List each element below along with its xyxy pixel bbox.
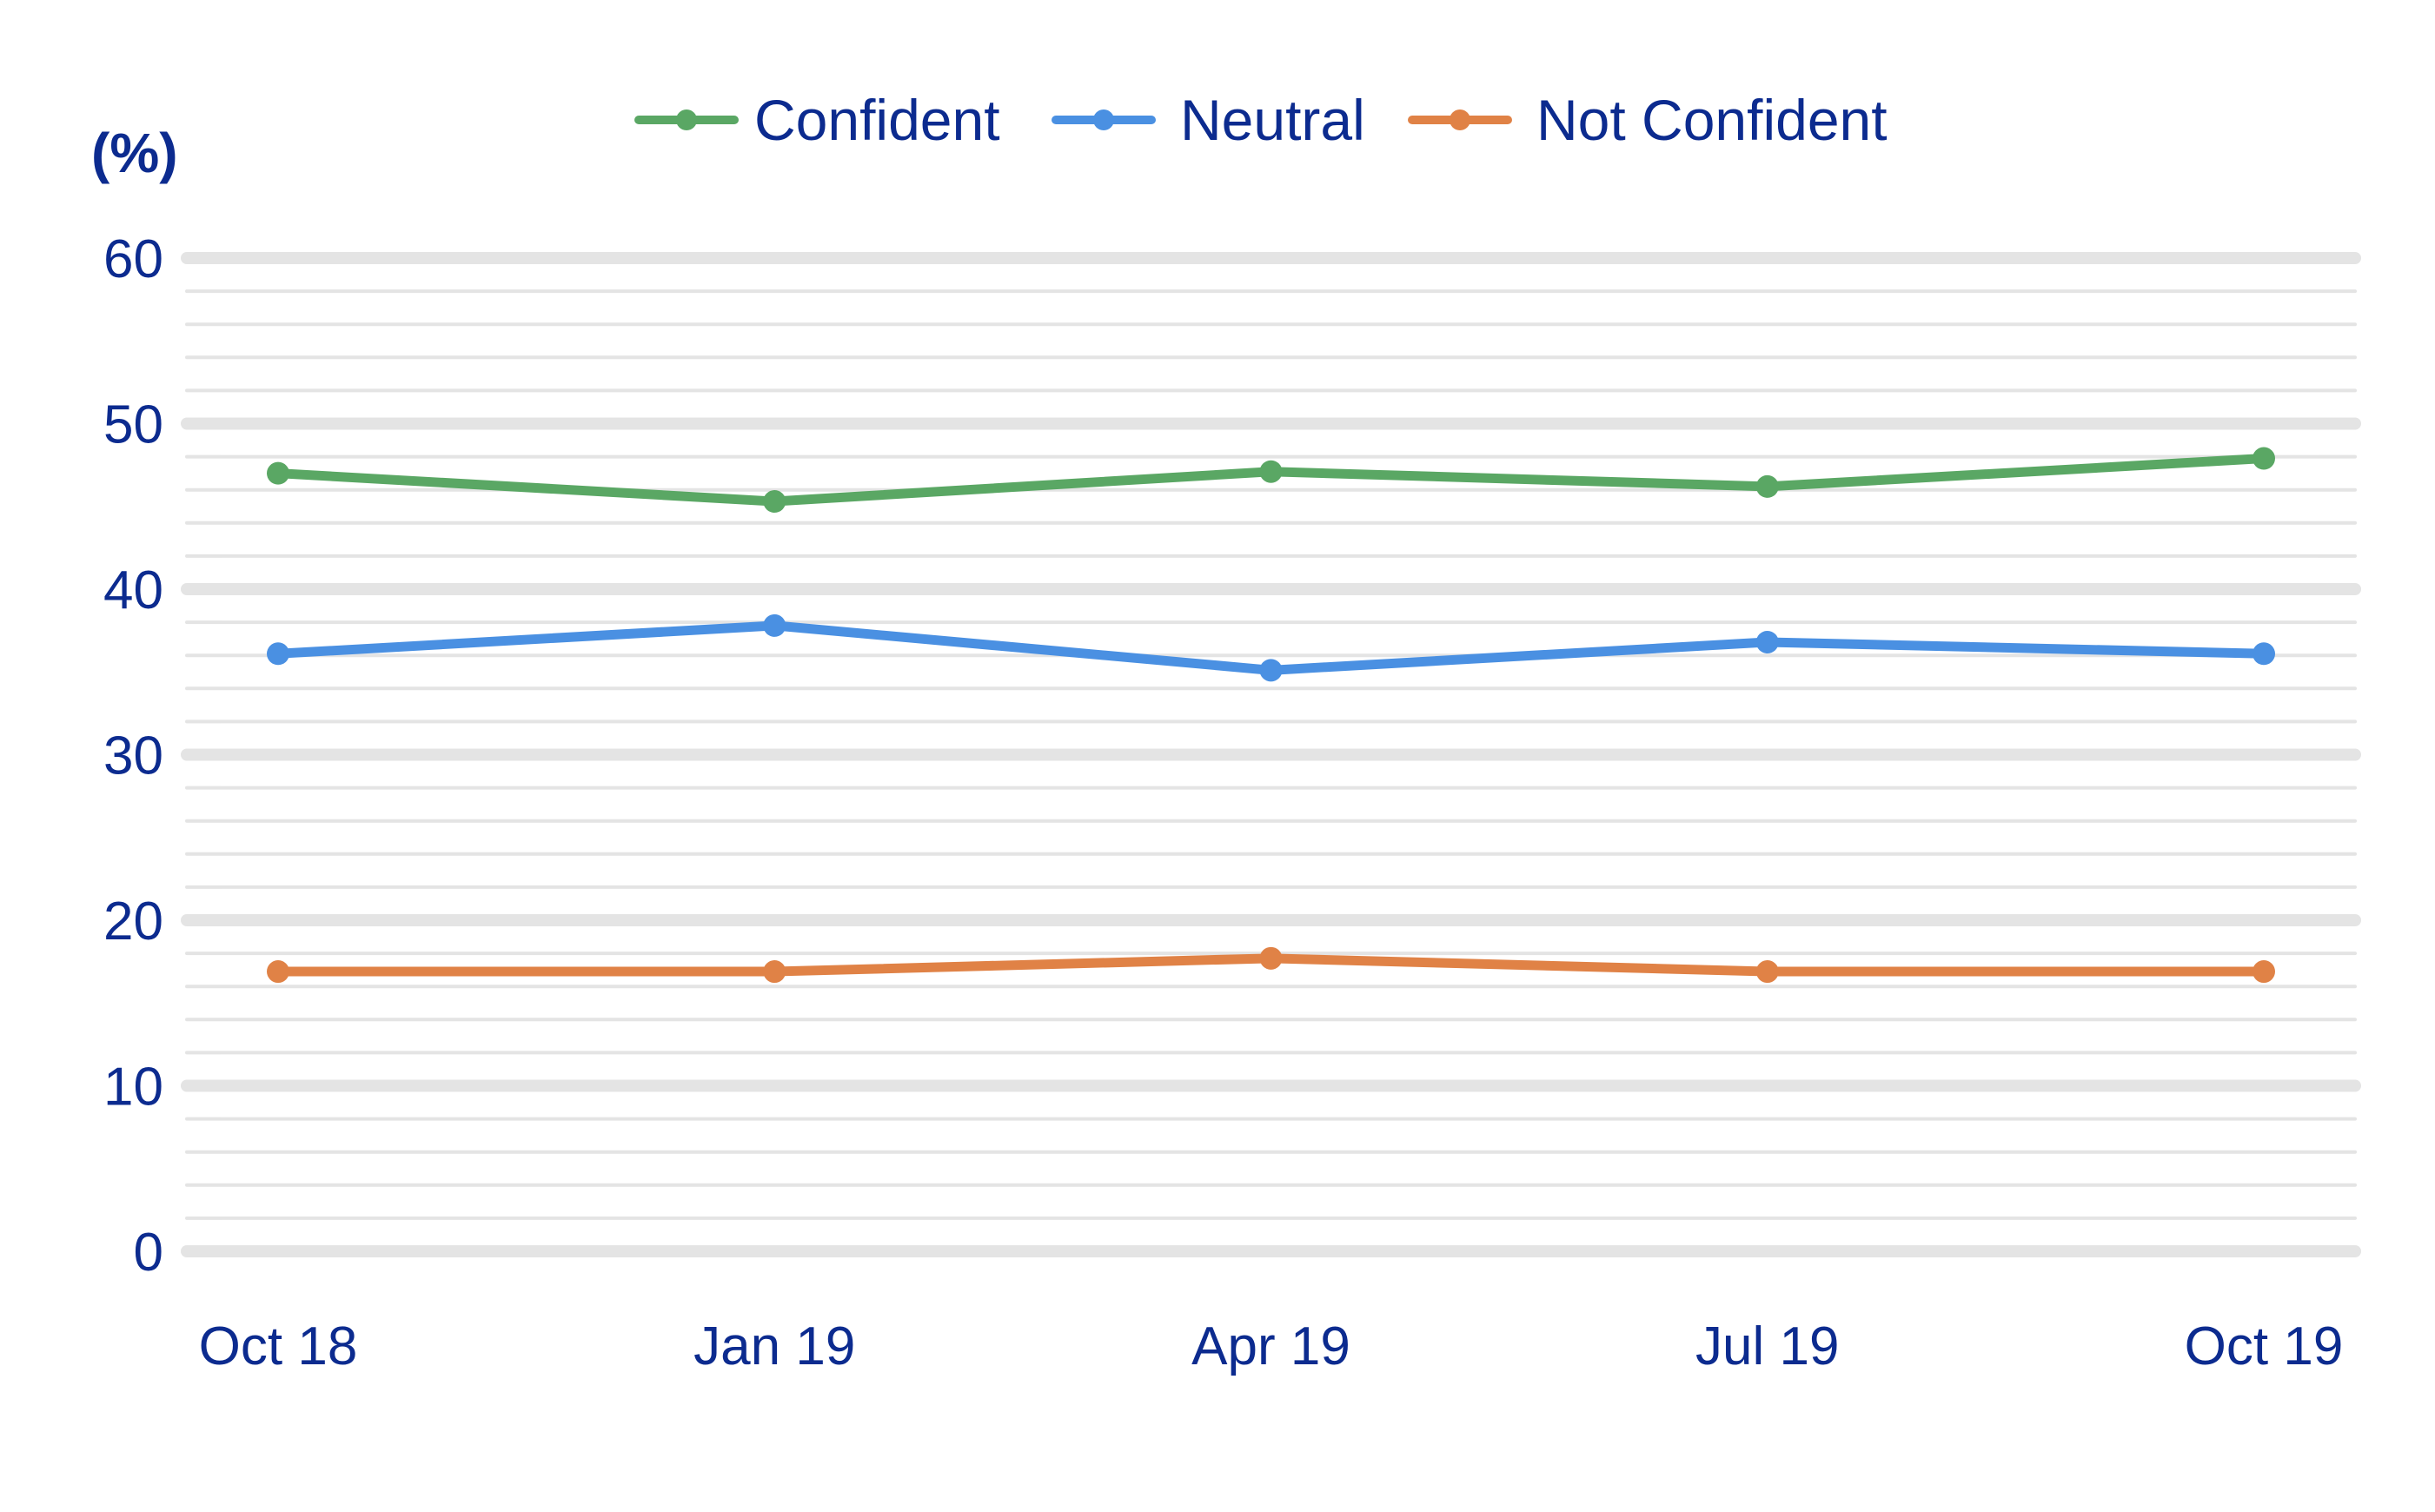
legend-item-neutral[interactable]: Neutral (1052, 88, 1365, 152)
y-axis-ticks: 0 10 20 30 40 50 60 (103, 229, 163, 1283)
data-point-not-confident (763, 960, 786, 984)
legend: Confident Neutral Not Confident (634, 88, 1888, 152)
y-axis-unit-label: (%) (91, 122, 178, 184)
legend-marker-neutral (1093, 109, 1114, 130)
data-point-confident (763, 490, 786, 514)
data-point-confident (1755, 474, 1779, 498)
y-tick-label: 20 (103, 892, 163, 952)
data-point-neutral (2253, 642, 2275, 666)
data-point-confident (2253, 447, 2275, 470)
x-tick-label: Jul 19 (1695, 1316, 1839, 1376)
y-tick-label: 30 (103, 726, 163, 786)
data-point-neutral (763, 613, 786, 637)
data-point-neutral (267, 642, 289, 666)
data-point-not-confident (1755, 960, 1779, 984)
data-point-not-confident (267, 960, 289, 984)
legend-item-not-confident[interactable]: Not Confident (1408, 88, 1888, 152)
legend-label-neutral: Neutral (1180, 88, 1365, 152)
y-tick-label: 40 (103, 560, 163, 620)
data-point-neutral (1755, 630, 1779, 653)
data-point-not-confident (2253, 960, 2275, 984)
legend-label-confident: Confident (754, 88, 1000, 152)
x-tick-label: Apr 19 (1191, 1316, 1350, 1376)
legend-label-not-confident: Not Confident (1536, 88, 1888, 152)
data-point-confident (1259, 460, 1283, 483)
x-tick-label: Jan 19 (693, 1316, 855, 1376)
grid-lines (181, 252, 2361, 1257)
legend-item-confident[interactable]: Confident (634, 88, 1000, 152)
series-lines (267, 447, 2275, 984)
x-tick-label: Oct 18 (199, 1316, 358, 1376)
data-point-confident (267, 461, 289, 485)
y-tick-label: 50 (103, 395, 163, 455)
y-tick-label: 60 (103, 229, 163, 289)
x-tick-label: Oct 19 (2185, 1316, 2344, 1376)
y-tick-label: 10 (103, 1058, 163, 1117)
data-point-neutral (1259, 659, 1283, 682)
y-tick-label: 0 (134, 1223, 163, 1283)
data-point-not-confident (1259, 946, 1283, 970)
legend-marker-confident (676, 109, 697, 130)
x-axis-ticks: Oct 18 Jan 19 Apr 19 Jul 19 Oct 19 (199, 1316, 2344, 1376)
legend-marker-not-confident (1450, 109, 1470, 130)
